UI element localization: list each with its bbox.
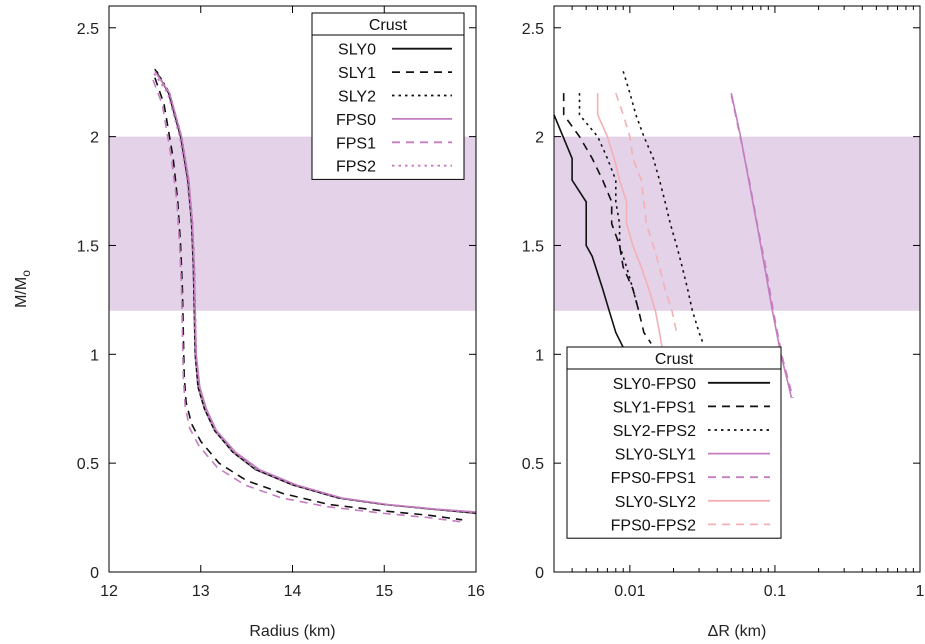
left-axes: 0 0.5 1 1.5 2 2.5 12 13 14 15 16	[77, 5, 485, 600]
series-line-sly1-fps1	[562, 93, 652, 344]
legend-title: Crust	[369, 17, 408, 34]
y-axis-label: M/Mo	[13, 270, 33, 308]
left-series-group	[152, 68, 477, 523]
series-line-sly0-sly2	[596, 93, 665, 355]
x-tick-label: 0.01	[614, 583, 645, 600]
legend-label-fps0-fps1: FPS0-FPS1	[611, 470, 696, 487]
left-panel: 00.511.522.512 13 14 15 16 Radius (km) M/Mo …	[13, 5, 485, 640]
y-axis-label-main: M/M	[13, 277, 30, 308]
series-line-sly1	[154, 77, 463, 521]
y-tick-label: 2	[90, 130, 99, 147]
y-tick-label: 1	[535, 347, 544, 364]
y-tick-label: 2.5	[77, 21, 99, 38]
y-tick-label: 1.5	[522, 238, 544, 255]
x-tick-label: 1	[916, 583, 925, 600]
right-panel: 0 0.5 1 1.5 2 2.5 0.01 0.1 1 ΔR (km) Crust SLY0-F…	[522, 5, 925, 640]
y-tick-label: 2.5	[522, 21, 544, 38]
y-tick-label: 0	[90, 565, 99, 582]
x-tick-label: 12	[100, 583, 118, 600]
x-tick-label: 14	[284, 583, 302, 600]
series-line-sly2-fps2	[578, 93, 640, 312]
series-line-sly0-fps0	[553, 114, 637, 377]
legend-box	[566, 346, 782, 539]
right-axes: 0 0.5 1 1.5 2 2.5 0.01 0.1 1	[522, 5, 925, 600]
y-tick-label: 0.5	[522, 456, 544, 473]
x-tick-label: 0.1	[764, 583, 786, 600]
legend-label-fps0-fps2: FPS0-FPS2	[611, 517, 696, 534]
mass-band-right	[554, 136, 920, 311]
legend-label-fps0: FPS0	[336, 112, 376, 129]
left-legend: Crust SLY0 SLY1 SLY2 FPS0 FPS1 FPS2	[311, 12, 465, 180]
series-line-fps0	[154, 70, 477, 513]
left-x-axis-label: Radius (km)	[249, 623, 335, 640]
legend-title: Crust	[655, 351, 694, 368]
legend-label-fps1: FPS1	[336, 135, 376, 152]
legend-label-sly0-sly2: SLY0-SLY2	[615, 494, 696, 511]
legend-label-sly1: SLY1	[338, 65, 376, 82]
y-tick-label: 0.5	[77, 456, 99, 473]
legend-label-sly0-fps0: SLY0-FPS0	[613, 376, 696, 393]
y-tick-label: 1.5	[77, 238, 99, 255]
legend-box	[311, 12, 465, 180]
right-x-axis-label: ΔR (km)	[708, 623, 767, 640]
series-line-fps2	[153, 73, 477, 514]
legend-label-sly1-fps1: SLY1-FPS1	[613, 399, 696, 416]
legend-label-fps2: FPS2	[336, 159, 376, 176]
legend-label-sly0-sly1: SLY0-SLY1	[615, 447, 696, 464]
y-tick-label: 0	[535, 565, 544, 582]
plot-frame	[553, 5, 921, 573]
y-tick-label: 2	[535, 130, 544, 147]
x-tick-label: 15	[375, 583, 393, 600]
x-tick-label: 16	[467, 583, 485, 600]
legend-label-sly2: SLY2	[338, 89, 376, 106]
y-axis-label-subscript: o	[19, 270, 33, 277]
y-tick-label: 1	[90, 347, 99, 364]
right-legend: Crust SLY0-FPS0 SLY1-FPS1 SLY2-FPS2 SLY0-SLY…	[566, 346, 782, 539]
legend-label-sly0: SLY0	[338, 42, 376, 59]
series-line-fps1	[152, 79, 463, 523]
legend-label-sly2-fps2: SLY2-FPS2	[613, 423, 696, 440]
x-tick-label: 13	[192, 583, 210, 600]
